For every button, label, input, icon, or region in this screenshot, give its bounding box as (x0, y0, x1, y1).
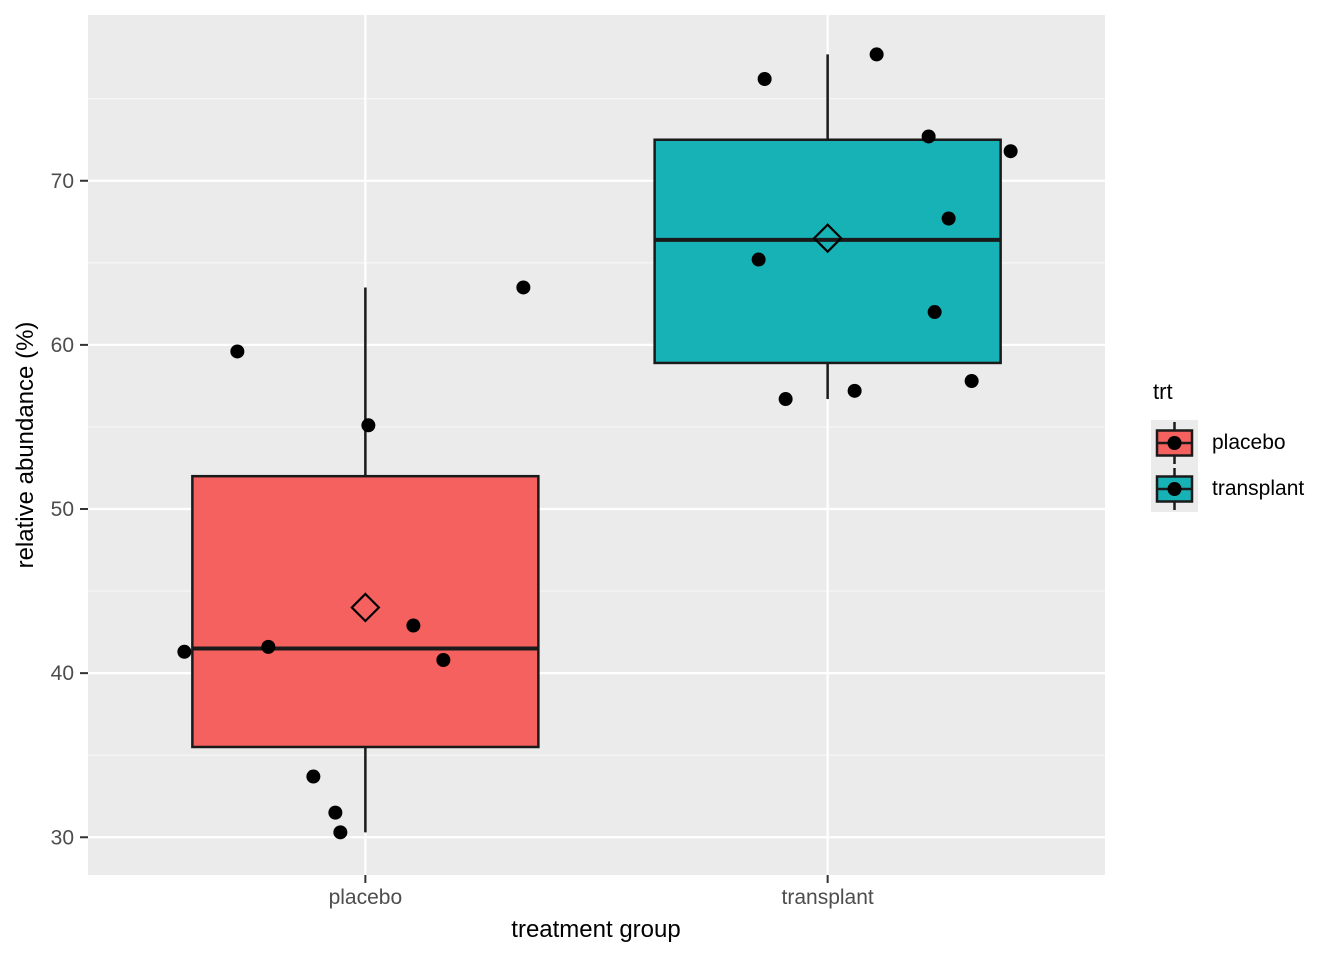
legend-label-transplant: transplant (1212, 477, 1305, 500)
jitter-point-transplant (941, 211, 956, 226)
jitter-point-placebo (361, 418, 376, 433)
y-axis-title: relative abundance (%) (12, 321, 39, 569)
jitter-point-transplant (921, 129, 936, 144)
jitter-point-placebo (436, 653, 451, 667)
legend: trt placebo transpl (1151, 379, 1304, 512)
x-tick-label: transplant (782, 886, 874, 909)
jitter-point-transplant (778, 392, 793, 407)
x-tick-label: placebo (329, 886, 403, 909)
jitter-point-transplant (757, 72, 772, 87)
jitter-point-placebo (406, 618, 421, 633)
jitter-point-placebo (230, 344, 245, 359)
jitter-point-placebo (516, 280, 531, 295)
jitter-point-placebo (177, 644, 192, 659)
boxplot-key-glyph (1155, 422, 1194, 464)
mean-diamond-transplant (812, 223, 843, 254)
jitter-point-transplant (1003, 144, 1018, 159)
jitter-point-transplant (964, 373, 979, 388)
jitter-point-transplant (927, 305, 942, 320)
jitter-point-transplant (751, 252, 766, 267)
box-placebo (191, 474, 540, 749)
legend-key-placebo (1151, 420, 1198, 466)
jitter-point-placebo (328, 805, 343, 820)
y-tick-label: 30 (51, 826, 74, 849)
x-axis-title: treatment group (511, 916, 681, 943)
y-tick-label: 40 (51, 662, 74, 685)
y-tick-label: 60 (51, 334, 74, 357)
jitter-point-transplant (847, 383, 862, 398)
legend-label-placebo: placebo (1212, 431, 1286, 454)
boxplot-key-glyph (1155, 468, 1194, 510)
legend-glyph-point (1167, 436, 1182, 450)
legend-title: trt (1153, 379, 1173, 404)
jitter-point-placebo (306, 769, 321, 784)
legend-key-transplant (1151, 466, 1198, 512)
y-tick-label: 70 (51, 170, 74, 193)
legend-glyph-point (1167, 482, 1182, 496)
jitter-point-transplant (869, 47, 884, 62)
jitter-point-placebo (261, 639, 276, 654)
legend-row-transplant: transplant (1151, 466, 1304, 512)
jitter-point-placebo (333, 825, 348, 840)
legend-row-placebo: placebo (1151, 420, 1304, 466)
mean-diamond-placebo (350, 592, 381, 623)
y-tick-label: 50 (51, 498, 74, 521)
